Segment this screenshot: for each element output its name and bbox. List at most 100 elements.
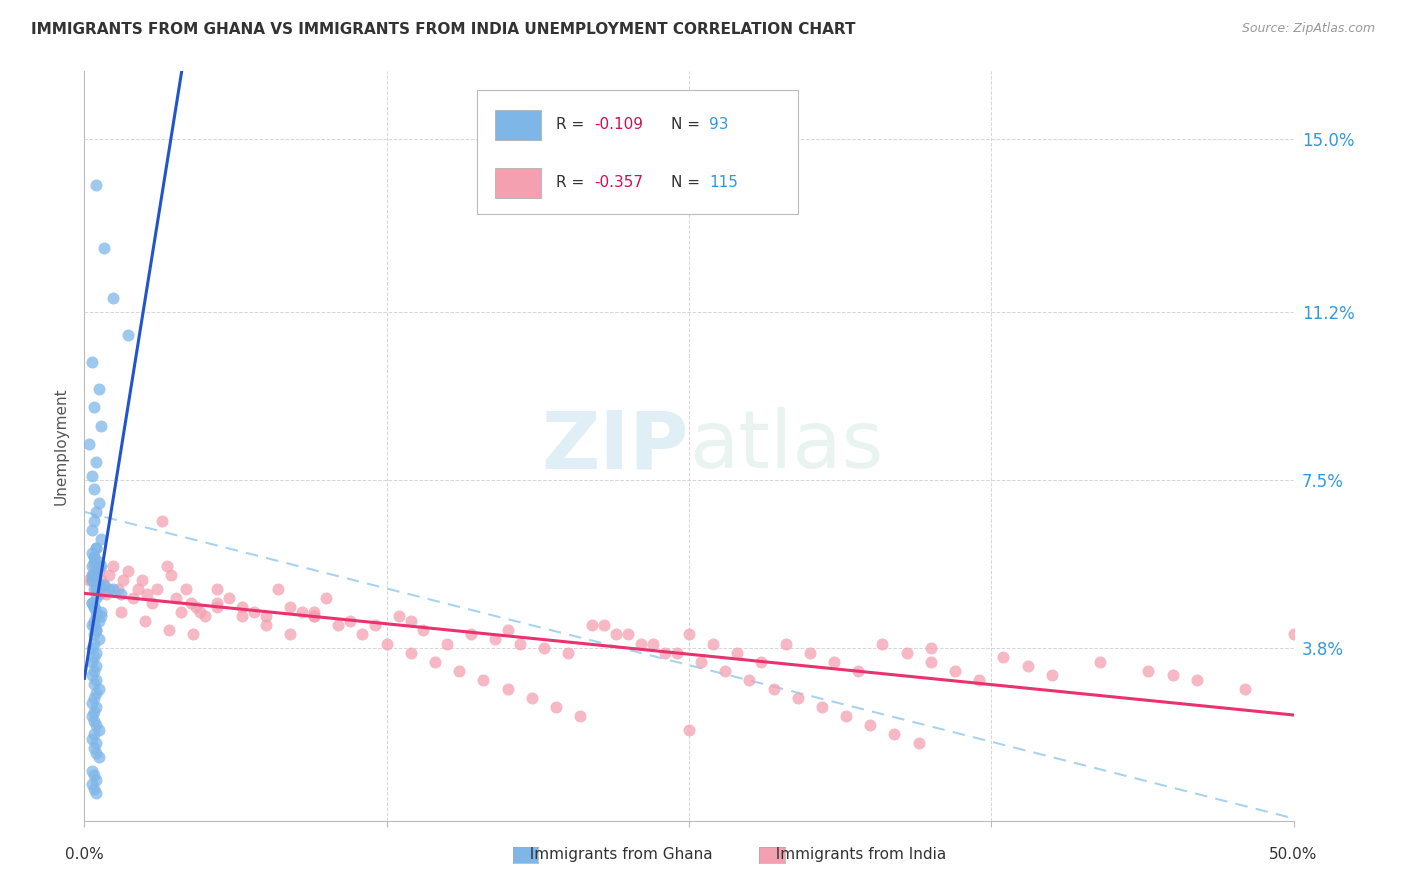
Point: [87, 382, 110, 396]
Point: [920, 641, 942, 656]
Point: [150, 514, 173, 528]
Point: [93, 577, 115, 591]
Point: [388, 609, 411, 624]
Text: R =: R =: [555, 118, 589, 132]
Point: [80, 468, 103, 483]
Point: [630, 636, 652, 650]
Point: [90, 418, 112, 433]
Point: [436, 636, 458, 650]
Point: [472, 673, 495, 687]
Text: 0.0%: 0.0%: [65, 847, 104, 862]
Point: [593, 618, 616, 632]
Point: [86, 659, 108, 673]
Point: [83, 741, 105, 756]
Point: [87, 614, 110, 628]
Point: [302, 605, 325, 619]
Point: [80, 568, 103, 582]
Point: [160, 568, 183, 582]
Point: [141, 596, 163, 610]
Point: [872, 636, 894, 650]
Point: [87, 632, 110, 646]
Point: [87, 586, 110, 600]
Point: [231, 600, 253, 615]
Point: [993, 650, 1015, 665]
Point: [131, 573, 153, 587]
Point: [83, 555, 105, 569]
Point: [363, 618, 385, 632]
Text: -0.357: -0.357: [595, 176, 644, 190]
Point: [83, 600, 105, 615]
Point: [811, 700, 834, 714]
FancyBboxPatch shape: [495, 110, 541, 140]
Point: [315, 591, 337, 606]
Point: [86, 455, 108, 469]
Text: ZIP: ZIP: [541, 407, 689, 485]
Point: [80, 641, 103, 656]
Point: [127, 582, 149, 596]
Point: [702, 636, 724, 650]
Point: [86, 718, 108, 732]
Point: [87, 496, 110, 510]
Point: [799, 646, 821, 660]
Point: [93, 577, 115, 591]
Point: [86, 772, 108, 787]
Point: [80, 764, 103, 778]
Point: [107, 582, 129, 596]
Point: [641, 636, 664, 650]
Point: [90, 609, 112, 624]
Point: [242, 605, 264, 619]
Point: [1017, 659, 1039, 673]
Point: [83, 614, 105, 628]
Point: [943, 664, 966, 678]
Point: [218, 591, 240, 606]
Point: [80, 668, 103, 682]
Point: [762, 681, 785, 696]
Point: [678, 723, 700, 737]
Text: 93: 93: [710, 118, 728, 132]
Text: IMMIGRANTS FROM GHANA VS IMMIGRANTS FROM INDIA UNEMPLOYMENT CORRELATION CHART: IMMIGRANTS FROM GHANA VS IMMIGRANTS FROM…: [31, 22, 855, 37]
Point: [423, 655, 446, 669]
Point: [375, 636, 398, 650]
Point: [484, 632, 506, 646]
Y-axis label: Unemployment: Unemployment: [53, 387, 69, 505]
Point: [1137, 664, 1160, 678]
Point: [86, 178, 108, 192]
Point: [449, 664, 471, 678]
Point: [181, 627, 204, 641]
Point: [155, 559, 177, 574]
Point: [460, 627, 482, 641]
Point: [146, 582, 169, 596]
Point: [83, 582, 105, 596]
Point: [267, 582, 290, 596]
Point: [86, 700, 108, 714]
Point: [231, 609, 253, 624]
Point: [157, 623, 180, 637]
Point: [207, 582, 229, 596]
Point: [83, 768, 105, 782]
Point: [775, 636, 797, 650]
Point: [83, 650, 105, 665]
Point: [80, 731, 103, 746]
Point: [110, 586, 132, 600]
Point: [496, 681, 519, 696]
Point: [90, 573, 112, 587]
Point: [80, 655, 103, 669]
FancyBboxPatch shape: [495, 168, 541, 198]
Point: [80, 546, 103, 560]
Point: [83, 636, 105, 650]
FancyBboxPatch shape: [478, 90, 797, 214]
Point: [1040, 668, 1063, 682]
Point: [80, 559, 103, 574]
Point: [83, 559, 105, 574]
Point: [302, 609, 325, 624]
Point: [87, 559, 110, 574]
Text: Immigrants from India: Immigrants from India: [766, 847, 946, 862]
Point: [1282, 627, 1305, 641]
Point: [328, 618, 350, 632]
Point: [617, 627, 640, 641]
Point: [86, 505, 108, 519]
Point: [121, 591, 143, 606]
Point: [77, 436, 100, 450]
Point: [1234, 681, 1257, 696]
Point: [80, 618, 103, 632]
